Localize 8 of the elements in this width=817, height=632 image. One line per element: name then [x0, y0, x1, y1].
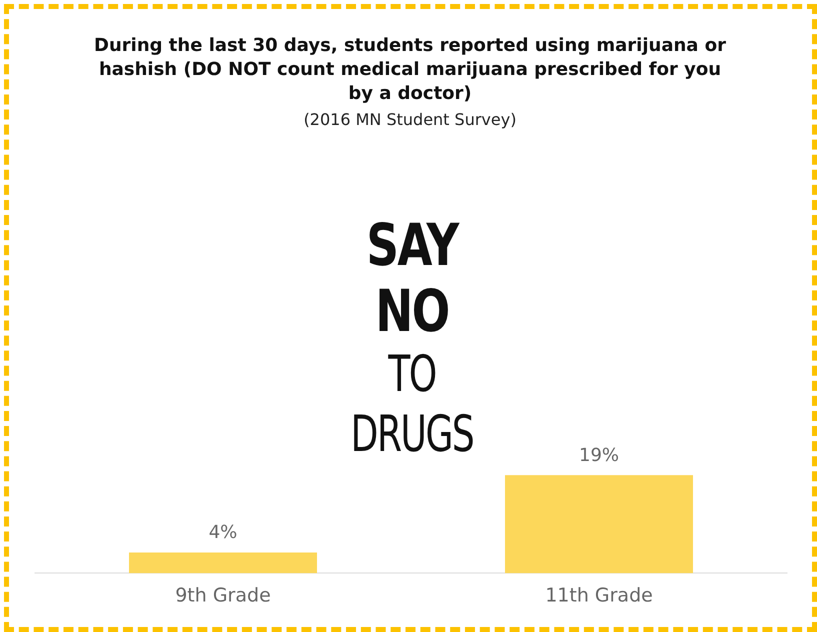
- data-label: 19%: [578, 444, 620, 466]
- text: SAY NO: [365, 211, 460, 345]
- chart-subtitle: (2016 MN Student Survey): [302, 110, 518, 129]
- chart-title: During the last 30 days, students reported using marijuana or hashish (DO NOT count medical marijuana prescribed for you by a doctor): [93, 34, 727, 106]
- text: TO DRUGS: [350, 344, 474, 464]
- data-label: 4%: [208, 522, 238, 544]
- x-tick-label: 11th Grade: [545, 584, 653, 607]
- x-tick-label: 9th Grade: [175, 584, 271, 607]
